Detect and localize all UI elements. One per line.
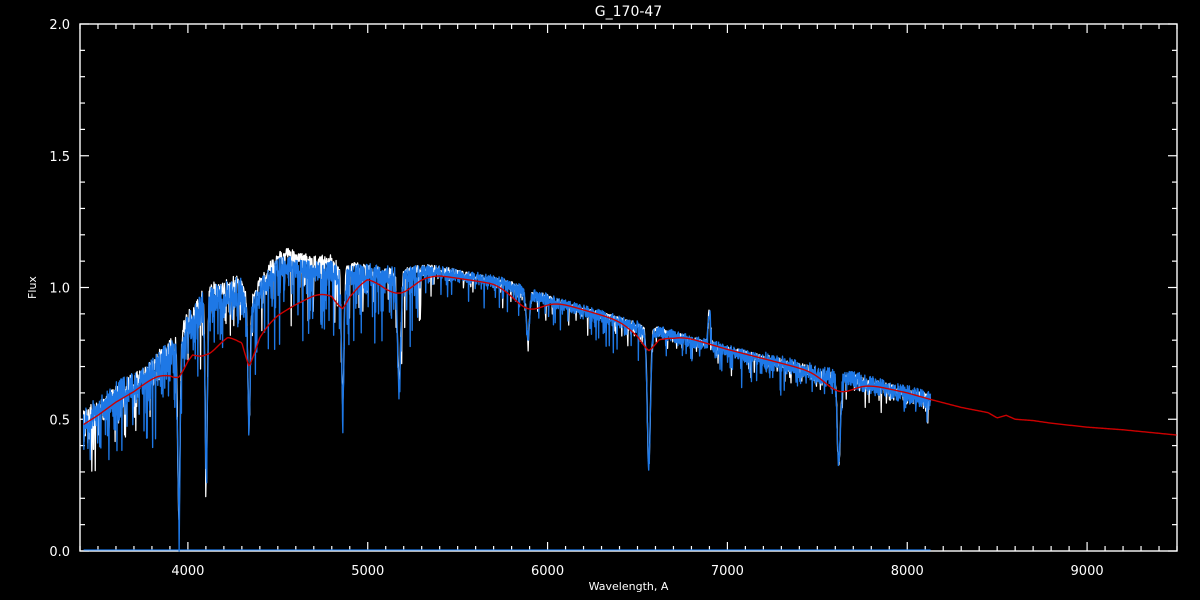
x-tick-label: 5000 (351, 564, 384, 579)
y-tick-label: 1.5 (49, 150, 70, 165)
model-fit-red (83, 275, 1177, 436)
y-tick-label: 0.5 (49, 413, 70, 428)
plot-title: G_170-47 (595, 4, 662, 20)
y-tick-label: 1.0 (49, 282, 70, 297)
x-tick-label: 4000 (171, 564, 204, 579)
y-axis-title: Flux (26, 276, 39, 299)
x-tick-label: 6000 (531, 564, 564, 579)
y-tick-label: 0.0 (49, 545, 70, 560)
y-tick-label: 2.0 (49, 18, 70, 33)
x-tick-label: 9000 (1071, 564, 1104, 579)
axis-tick-labels: 4000 5000 6000 7000 8000 9000 0.0 0.5 1.0 1.5 2.0 W… (26, 4, 1104, 593)
x-tick-label: 7000 (711, 564, 744, 579)
x-tick-label: 8000 (891, 564, 924, 579)
data-series-group (82, 247, 1177, 552)
x-axis-title: Wavelength, A (589, 580, 669, 593)
